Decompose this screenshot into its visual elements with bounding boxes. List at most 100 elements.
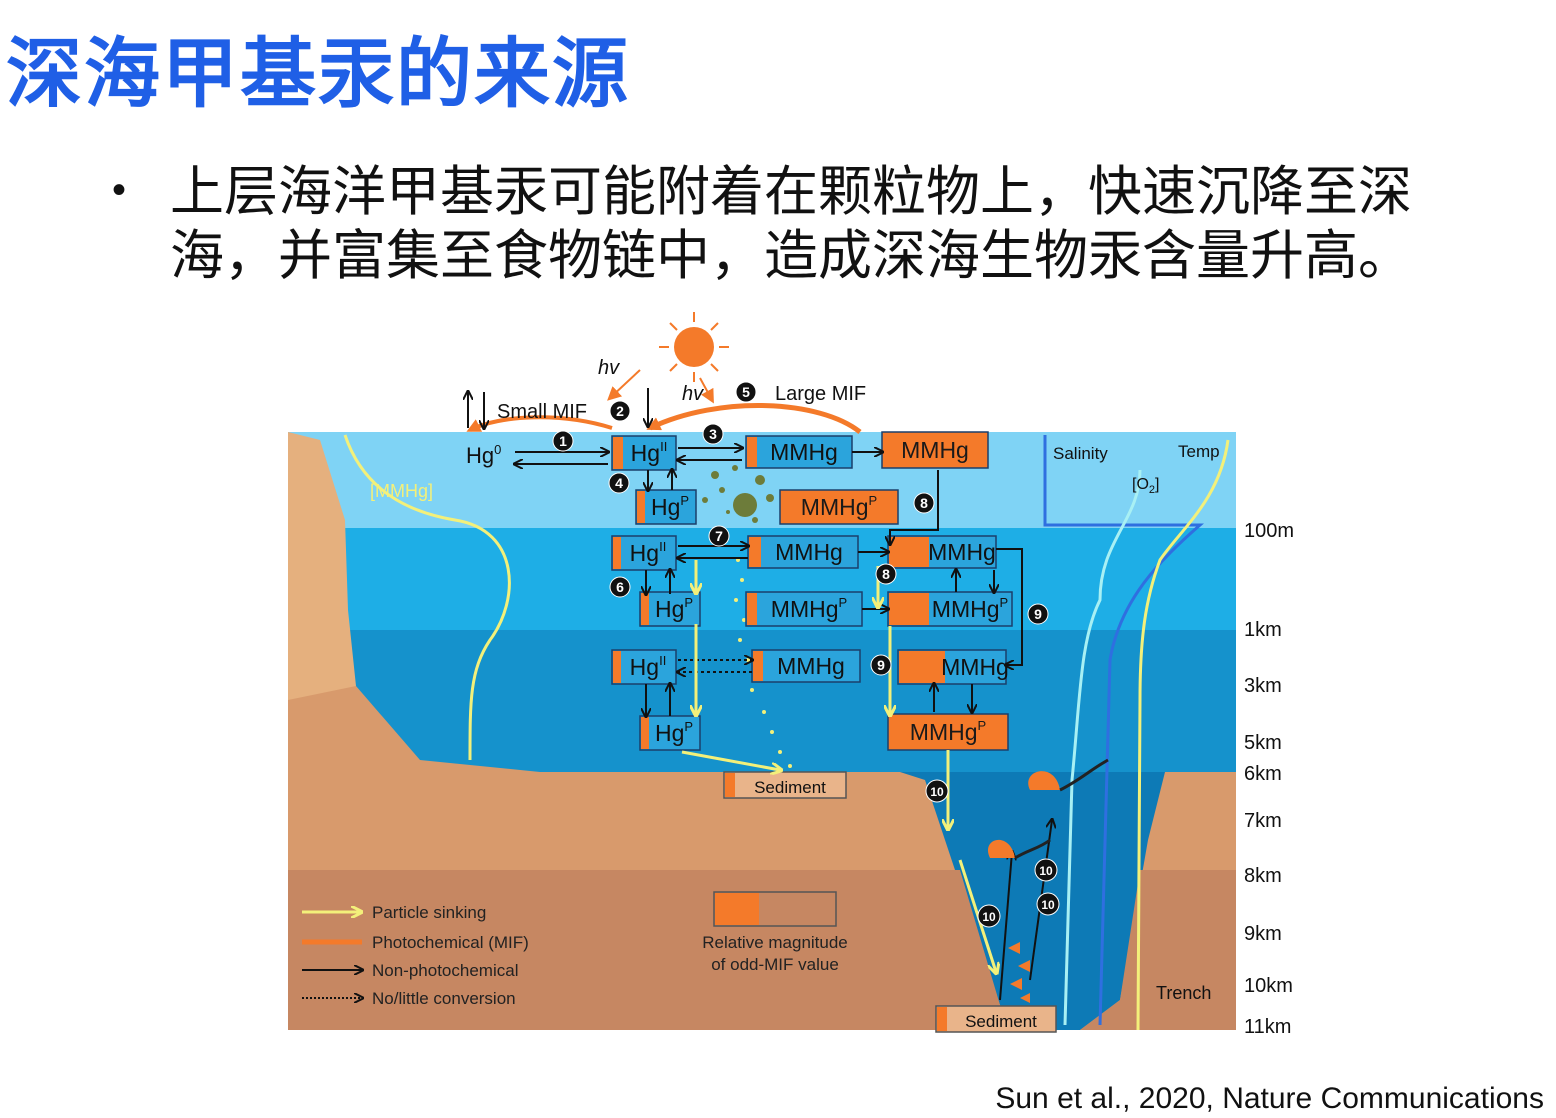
bullet-dot: •: [112, 168, 127, 212]
depth-label: 9km: [1244, 923, 1282, 945]
step-badge-8: 8: [913, 492, 935, 514]
depth-label: 1km: [1244, 619, 1282, 641]
o2-label: [O2]: [1132, 476, 1159, 496]
large-mif-label: Large MIF: [775, 383, 866, 405]
species-box-label: MMHgP: [910, 718, 986, 745]
species-box-label: Sediment: [754, 778, 826, 797]
step-badge-1: 1: [552, 430, 574, 452]
depth-label: 8km: [1244, 865, 1282, 887]
step-badge-10: 10: [925, 779, 949, 803]
depth-label: 3km: [1244, 675, 1282, 697]
step-badge-10: 10: [1036, 892, 1060, 916]
citation: Sun et al., 2020, Nature Communications: [995, 1082, 1544, 1115]
temp-label: Temp: [1178, 442, 1220, 461]
species-box-mmhg-3b: MMHg: [897, 649, 1009, 685]
hv-label-2: hv: [682, 383, 704, 405]
step-badges: 1 2 3 4 5 6 7 8 8 9 9 10 10 10 10: [552, 381, 1060, 928]
species-box-hgII-1: HgII: [611, 435, 677, 471]
deep-sediment: [288, 870, 1010, 1030]
species-box-label: MMHgP: [771, 595, 847, 622]
step-badge-9: 9: [1027, 603, 1049, 625]
species-box-label: MMHg: [770, 439, 838, 465]
depth-label: 7km: [1244, 810, 1282, 832]
magnitude-box: [713, 891, 837, 927]
species-box-mmhg-1b: MMHg: [881, 431, 989, 469]
step-badge-label: 1: [559, 433, 567, 449]
magnitude-line2: of odd-MIF value: [711, 955, 839, 974]
step-badge-label: 10: [1041, 898, 1055, 912]
legend: Particle sinking Photochemical (MIF) Non…: [302, 891, 848, 1008]
depth-labels: 100m 1km 3km 5km 6km 7km 8km 9km 10km 11km: [1244, 520, 1294, 1038]
species-box-mmhgP-2: MMHgP: [745, 591, 863, 627]
magnitude-fill: [715, 893, 759, 925]
process-arrows: [646, 448, 1052, 1001]
salinity-label: Salinity: [1053, 444, 1108, 463]
species-box-mmhgP-3: MMHgP: [887, 713, 1009, 751]
profiles: [343, 434, 1230, 1031]
species-box-label: HgII: [631, 439, 668, 466]
step-badge-label: 7: [715, 528, 723, 544]
depth-label: 10km: [1244, 975, 1293, 997]
species-box-hgII-2: HgII: [611, 535, 677, 571]
step-badge-3: 3: [702, 423, 724, 445]
species-box-label: HgII: [630, 653, 667, 680]
no-conversion-arrows: [678, 660, 752, 672]
species-box-label: MMHg: [901, 437, 969, 463]
depth-label: 11km: [1244, 1016, 1291, 1038]
step-badge-2: 2: [609, 400, 631, 422]
top-labels: hv hv Small MIF Large MIF Salinity Temp …: [370, 357, 1220, 1003]
step-badge-4: 4: [608, 472, 630, 494]
species-box-label: MMHg: [777, 653, 845, 679]
step-badge-label: 5: [742, 384, 750, 400]
species-box-label: HgP: [651, 493, 689, 520]
species-box-mmhgP-2b: MMHgP: [887, 591, 1013, 627]
o2-profile-line: [1063, 469, 1142, 1026]
continental-land: [288, 432, 356, 700]
species-box-label: HgII: [630, 539, 667, 566]
species-box-mmhg-2b: MMHg: [887, 535, 997, 569]
step-badge-9: 9: [870, 654, 892, 676]
step-badge-label: 9: [1034, 606, 1042, 622]
species-box-sediment-2: Sediment: [935, 1005, 1057, 1033]
species-box-hgII-3: HgII: [611, 649, 677, 685]
species-box-mmhg-1: MMHg: [745, 435, 853, 469]
step-badge-8: 8: [875, 563, 897, 585]
depth-label: 100m: [1244, 520, 1294, 542]
step-badge-label: 2: [616, 403, 624, 419]
depth-label: 5km: [1244, 732, 1282, 754]
legend-particle-sinking: Particle sinking: [372, 903, 486, 922]
mmhg-profile-line: [343, 434, 511, 761]
species-box-hgP-1: HgP: [635, 489, 697, 525]
step-badge-label: 6: [616, 579, 624, 595]
trench-label: Trench: [1156, 983, 1211, 1003]
species-box-label: HgP: [655, 719, 693, 746]
step-badge-7: 7: [708, 525, 730, 547]
species-box-label: MMHgP: [801, 493, 877, 520]
step-badge-label: 8: [882, 566, 890, 582]
hg0-label: Hg0: [466, 442, 501, 468]
species-box-hgP-3: HgP: [639, 715, 701, 751]
legend-no-conversion: No/little conversion: [372, 989, 516, 1008]
step-badge-10: 10: [977, 904, 1001, 928]
mmhg-profile-label: [MMHg]: [370, 481, 433, 501]
step-badge-5: 5: [735, 381, 757, 403]
magnitude-line1: Relative magnitude: [702, 933, 848, 952]
species-box-sediment-1: Sediment: [723, 771, 847, 799]
step-badge-label: 4: [615, 475, 623, 491]
step-badge-label: 8: [920, 495, 928, 511]
legend-non-photochemical: Non-photochemical: [372, 961, 518, 980]
species-box-mmhgP-1: MMHgP: [779, 489, 899, 525]
step-badge-label: 10: [1039, 864, 1053, 878]
legend-photochemical: Photochemical (MIF): [372, 933, 529, 952]
slide-title: 深海甲基汞的来源: [6, 29, 630, 118]
species-boxes: HgII MMHg MMHg HgP MMHgP HgII MMHg MMHg HgP MMHgP…: [611, 431, 1057, 1033]
step-badge-6: 6: [609, 576, 631, 598]
air-sea-arrows: [468, 388, 648, 464]
step-badge-label: 9: [877, 657, 885, 673]
step-badge-10: 10: [1034, 858, 1058, 882]
salinity-profile-line: [1043, 435, 1204, 1026]
step-badge-label: 10: [982, 910, 996, 924]
bullet-text: 上层海洋甲基汞可能附着在颗粒物上，快速沉降至深海，并富集至食物链中，造成深海生物…: [170, 160, 1412, 287]
species-box-label: Sediment: [965, 1012, 1037, 1031]
